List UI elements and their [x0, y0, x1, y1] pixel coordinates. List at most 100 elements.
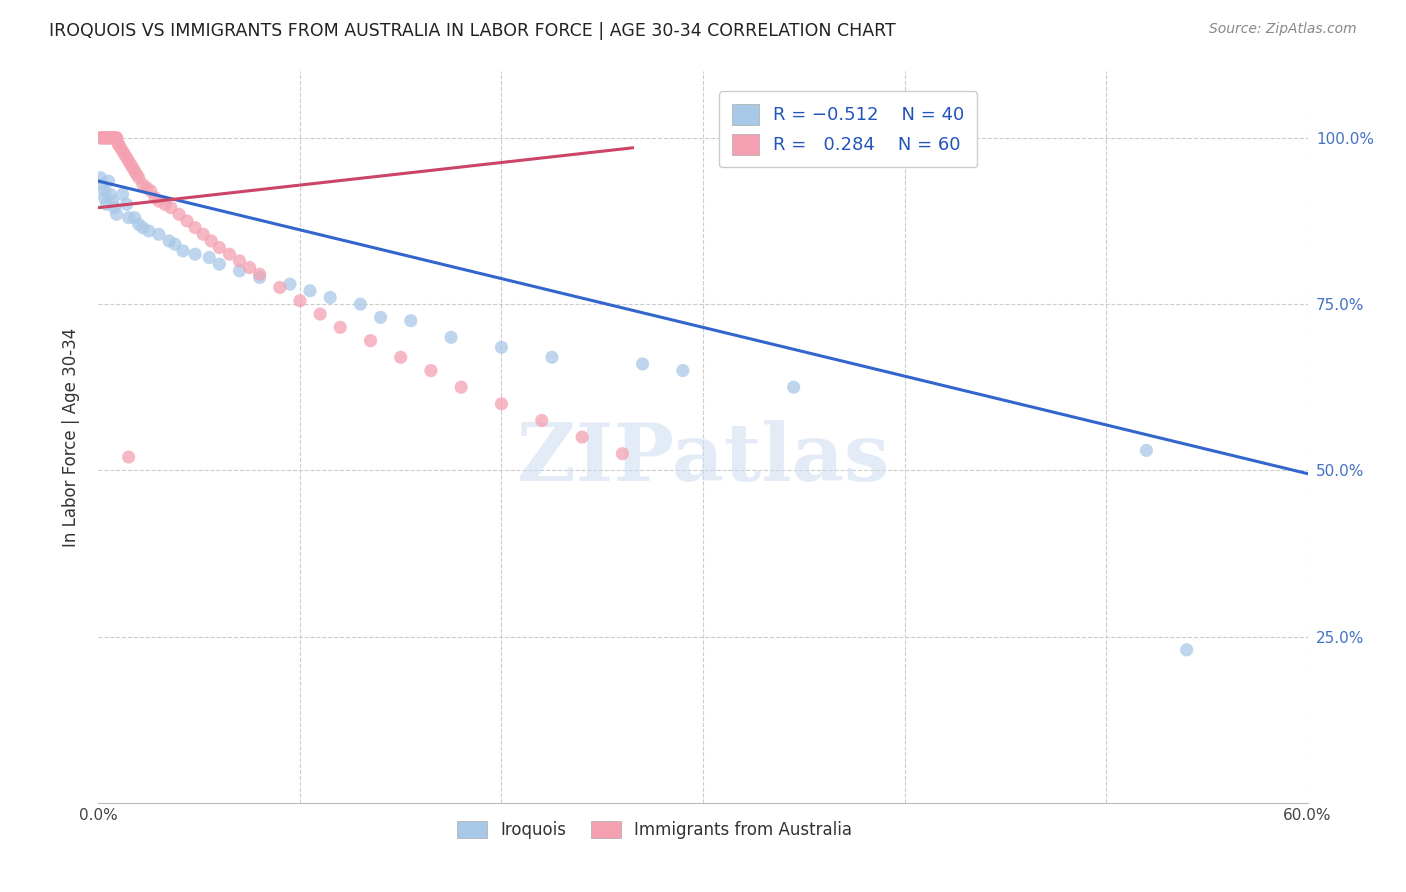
Point [139, 184, 162, 198]
Point [299, 284, 322, 298]
Point [110, 141, 132, 155]
Point [360, 334, 382, 348]
Point [105, 207, 128, 221]
Text: IROQUOIS VS IMMIGRANTS FROM AUSTRALIA IN LABOR FORCE | AGE 30-34 CORRELATION CHA: IROQUOIS VS IMMIGRANTS FROM AUSTRALIA IN… [49, 22, 896, 40]
Point [783, 380, 806, 394]
Point [167, 207, 190, 221]
Point [138, 224, 160, 238]
Point [193, 227, 215, 242]
Point [450, 380, 472, 394]
Point [309, 307, 332, 321]
Point [329, 320, 352, 334]
Point [118, 450, 141, 464]
Point [93, 191, 115, 205]
Point [239, 260, 262, 275]
Point [1175, 643, 1198, 657]
Point [111, 144, 134, 158]
Point [440, 330, 463, 344]
Point [96, 197, 118, 211]
Point [105, 131, 128, 145]
Point [135, 180, 157, 194]
Point [124, 211, 146, 225]
Point [269, 280, 291, 294]
Point [93, 184, 115, 198]
Point [97, 174, 120, 188]
Point [200, 234, 222, 248]
Y-axis label: In Labor Force | Age 30-34: In Labor Force | Age 30-34 [62, 327, 80, 547]
Point [148, 194, 170, 208]
Point [491, 397, 513, 411]
Point [249, 267, 271, 281]
Point [93, 131, 115, 145]
Point [491, 340, 513, 354]
Point [176, 214, 198, 228]
Point [107, 137, 129, 152]
Point [128, 217, 150, 231]
Point [349, 297, 371, 311]
Point [319, 290, 342, 304]
Point [218, 247, 240, 261]
Point [115, 151, 138, 165]
Point [124, 164, 146, 178]
Point [128, 170, 150, 185]
Point [153, 197, 176, 211]
Point [1135, 443, 1157, 458]
Point [132, 178, 155, 192]
Point [118, 154, 141, 169]
Point [399, 314, 422, 328]
Point [97, 131, 120, 145]
Point [631, 357, 654, 371]
Point [389, 351, 412, 365]
Point [103, 201, 125, 215]
Point [612, 447, 634, 461]
Point [96, 131, 118, 145]
Point [143, 191, 166, 205]
Point [540, 351, 562, 365]
Point [132, 220, 155, 235]
Point [101, 131, 124, 145]
Point [91, 178, 114, 192]
Point [100, 131, 122, 145]
Point [105, 131, 128, 145]
Point [672, 363, 695, 377]
Point [157, 234, 180, 248]
Point [115, 197, 138, 211]
Point [89, 131, 111, 145]
Point [198, 251, 221, 265]
Point [120, 157, 142, 171]
Point [96, 131, 118, 145]
Point [278, 277, 301, 292]
Point [103, 131, 125, 145]
Point [89, 170, 111, 185]
Point [148, 227, 170, 242]
Point [118, 211, 141, 225]
Point [91, 131, 114, 145]
Point [420, 363, 443, 377]
Point [160, 201, 183, 215]
Point [208, 241, 231, 255]
Text: ZIPatlas: ZIPatlas [517, 420, 889, 498]
Point [184, 220, 207, 235]
Point [530, 413, 553, 427]
Point [288, 293, 311, 308]
Point [228, 264, 250, 278]
Point [91, 131, 114, 145]
Point [249, 270, 271, 285]
Point [184, 247, 207, 261]
Point [89, 131, 111, 145]
Point [228, 253, 250, 268]
Point [121, 161, 143, 175]
Point [125, 168, 148, 182]
Point [101, 194, 124, 208]
Point [100, 131, 122, 145]
Text: Source: ZipAtlas.com: Source: ZipAtlas.com [1209, 22, 1357, 37]
Point [114, 147, 136, 161]
Point [208, 257, 231, 271]
Point [93, 131, 115, 145]
Point [370, 310, 392, 325]
Point [571, 430, 593, 444]
Point [172, 244, 194, 258]
Point [107, 137, 129, 152]
Point [111, 187, 134, 202]
Point [163, 237, 186, 252]
